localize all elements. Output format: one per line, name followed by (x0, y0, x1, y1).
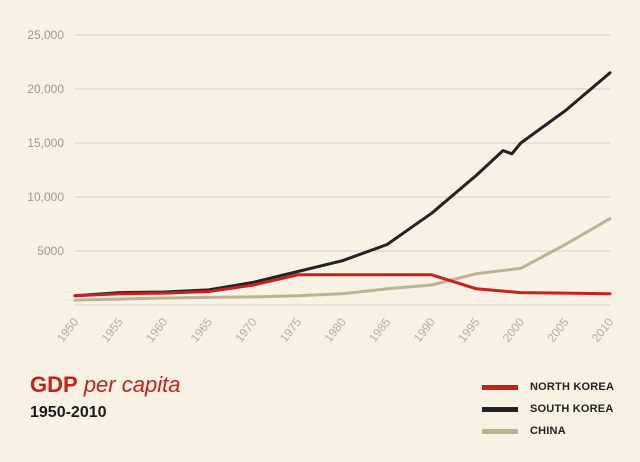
x-tick-label: 1990 (411, 315, 439, 345)
x-tick-label: 2005 (544, 315, 572, 345)
x-tick-label: 1950 (54, 315, 82, 345)
chart-title-italic: per capita (83, 372, 181, 397)
x-tick-label: 1975 (277, 315, 305, 345)
chart-title-bold: GDP (30, 372, 78, 397)
x-tick-label: 1960 (143, 315, 171, 345)
x-tick-label: 2010 (589, 315, 617, 345)
chart-title: GDP per capita (30, 372, 180, 398)
x-tick-label: 1965 (188, 315, 216, 345)
x-tick-label: 2000 (500, 315, 528, 345)
series-lines (73, 71, 612, 302)
chart-subtitle: 1950-2010 (30, 404, 107, 421)
y-tick-label: 15,000 (27, 136, 64, 150)
legend-swatch (482, 406, 518, 412)
series-line-china (73, 217, 612, 302)
y-tick-label: 20,000 (27, 82, 64, 96)
legend-item-china: CHINA (482, 420, 614, 442)
legend-label: NORTH KOREA (530, 381, 615, 393)
x-tick-label: 1980 (321, 315, 349, 345)
legend-item-south-korea: SOUTH KOREA (482, 398, 614, 420)
legend-item-north-korea: NORTH KOREA (482, 376, 614, 398)
legend-label: SOUTH KOREA (530, 403, 614, 415)
grid (75, 34, 610, 306)
x-tick-label: 1995 (455, 315, 483, 345)
series-line-north-korea (73, 273, 612, 298)
legend: NORTH KOREA SOUTH KOREA CHINA (482, 376, 614, 442)
y-axis-ticks: 5000 10,000 15,000 20,000 25,000 (27, 28, 64, 258)
legend-swatch (482, 384, 518, 390)
y-tick-label: 10,000 (27, 190, 64, 204)
x-tick-label: 1985 (366, 315, 394, 345)
x-axis-ticks: 1950 1955 1960 1965 1970 1975 1980 1985 1990 1995… (54, 315, 617, 345)
x-tick-label: 1955 (98, 315, 126, 345)
legend-swatch (482, 428, 518, 434)
y-tick-label: 5000 (37, 244, 64, 258)
y-tick-label: 25,000 (27, 28, 64, 42)
x-tick-label: 1970 (232, 315, 260, 345)
chart-title-block: GDP per capita 1950-2010 (30, 372, 180, 422)
legend-label: CHINA (530, 425, 566, 437)
